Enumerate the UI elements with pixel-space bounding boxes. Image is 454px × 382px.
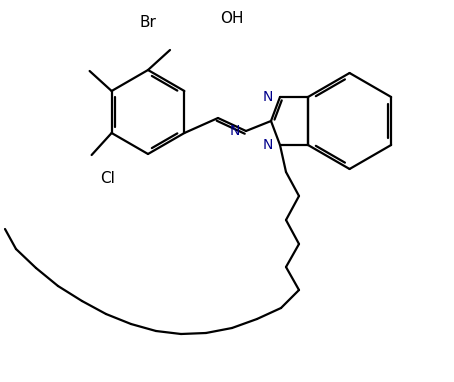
Text: N: N: [262, 90, 273, 104]
Text: Cl: Cl: [101, 170, 115, 186]
Text: Br: Br: [139, 15, 157, 29]
Text: N: N: [262, 138, 273, 152]
Text: OH: OH: [220, 10, 244, 26]
Text: N: N: [230, 124, 240, 138]
